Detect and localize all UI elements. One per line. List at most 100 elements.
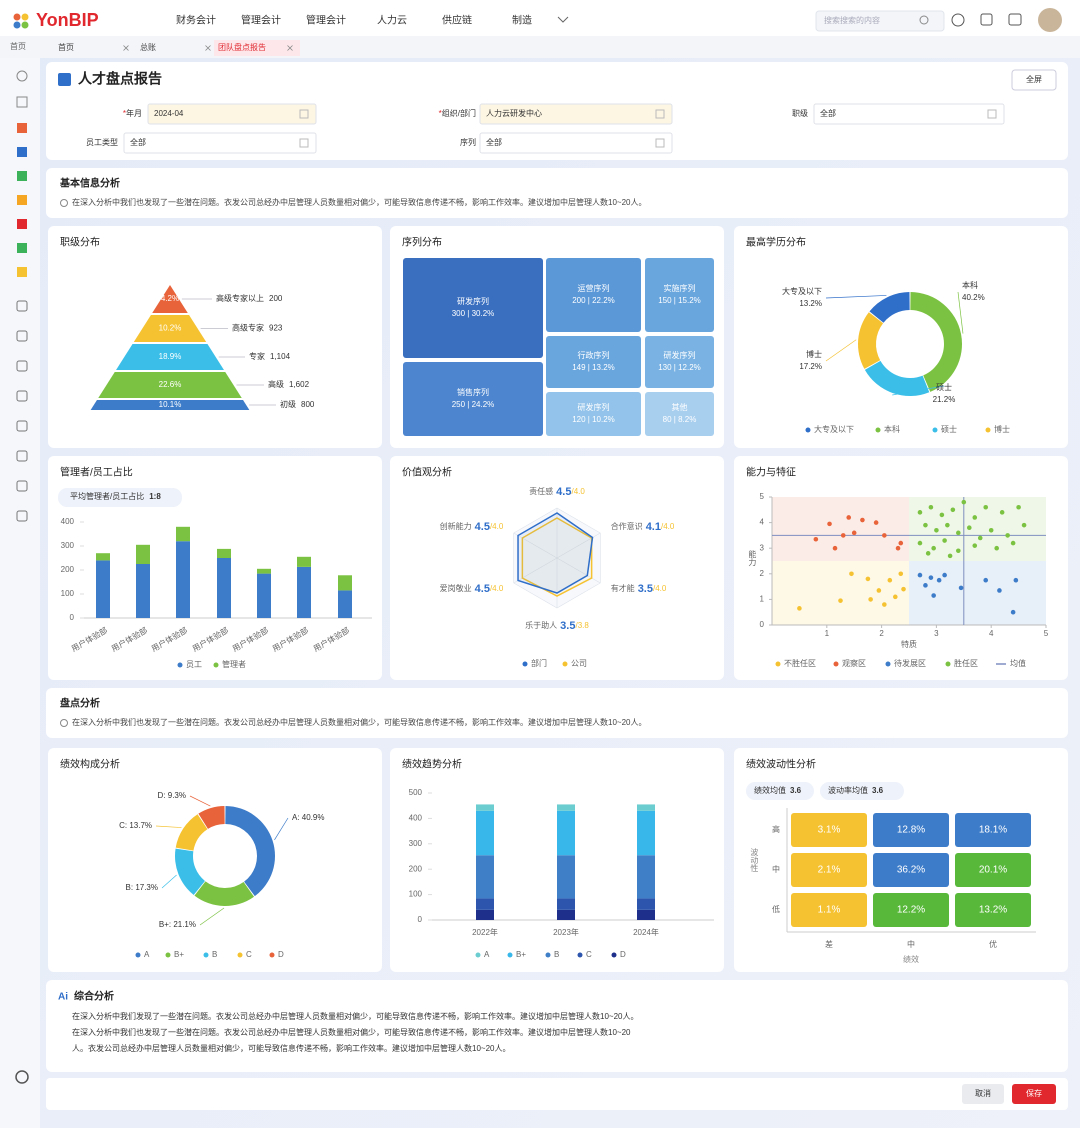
legend-label[interactable]: A: [144, 950, 150, 959]
legend-label[interactable]: A: [484, 950, 490, 959]
company-value: /4.0: [653, 584, 667, 593]
legend-label[interactable]: 观察区: [842, 658, 866, 668]
note-icon: [60, 199, 68, 207]
nav-menu-item[interactable]: 管理会计: [306, 14, 346, 27]
cell-value: 12.8%: [897, 825, 925, 836]
legend-label[interactable]: B+: [516, 950, 526, 959]
logo-text[interactable]: YonBIP: [36, 10, 99, 30]
scatter-point: [917, 540, 923, 546]
message-icon[interactable]: [980, 13, 993, 26]
chart-title: 序列分布: [402, 236, 442, 249]
layer-count: 1,602: [289, 380, 310, 389]
close-icon[interactable]: [205, 45, 211, 51]
legend-label[interactable]: 员工: [186, 660, 202, 669]
summary-line: 在深入分析中我们发现了一些潜在问题。衣发公司总经办中层管理人员数量相对偏少，可能…: [72, 1011, 638, 1021]
legend-label[interactable]: C: [246, 950, 252, 959]
legend-label[interactable]: 硕士: [941, 424, 957, 434]
required-mark: *: [123, 109, 126, 118]
legend-label[interactable]: 本科: [884, 424, 900, 434]
section-title: 基本信息分析: [59, 177, 120, 190]
pyramid-layer: [152, 285, 188, 313]
menu-more[interactable]: [557, 16, 569, 23]
heat-cell: [791, 853, 867, 887]
required-mark: *: [439, 109, 442, 118]
filter-label: *组织/部门: [439, 108, 476, 118]
tab-label[interactable]: 团队盘点报告: [218, 42, 266, 52]
radar-label: 责任感 4.5/4.0: [529, 486, 585, 498]
filter-input[interactable]: [479, 103, 673, 125]
nav-menu-item[interactable]: 制造: [512, 14, 532, 27]
bar-segment: [637, 909, 655, 920]
x-tick-label: 2: [879, 629, 884, 638]
scatter-point: [958, 585, 964, 591]
legend-label[interactable]: 公司: [571, 659, 587, 668]
chart-panel: [48, 456, 382, 680]
scatter-point: [942, 572, 947, 578]
search-box[interactable]: [815, 10, 945, 32]
scatter-point: [917, 510, 923, 515]
scatter-point: [893, 594, 898, 600]
legend-label[interactable]: 博士: [994, 424, 1010, 434]
layer-percent: 22.6%: [159, 380, 182, 389]
legend-swatch: [775, 661, 781, 667]
filter-input[interactable]: [147, 103, 317, 125]
legend-label[interactable]: 均值: [1010, 658, 1026, 668]
legend-label[interactable]: B: [554, 950, 559, 959]
legend-label[interactable]: 待发展区: [894, 658, 926, 668]
calendar-icon[interactable]: [1008, 13, 1022, 26]
leader-line: [825, 339, 857, 362]
filter-label: 序列: [460, 137, 476, 147]
legend-label[interactable]: 管理者: [222, 659, 246, 669]
donut-slice: [194, 881, 255, 906]
legend-label[interactable]: C: [586, 950, 592, 959]
filter-input[interactable]: [123, 132, 317, 154]
fullscreen-button[interactable]: [1011, 69, 1057, 91]
filter-input[interactable]: [479, 132, 673, 154]
avatar[interactable]: [1038, 8, 1062, 32]
close-icon[interactable]: [287, 45, 293, 51]
company-value: /4.0: [490, 584, 504, 593]
badge-label: 平均管理者/员工占比: [70, 491, 144, 501]
cell-name: 运营序列: [578, 283, 610, 293]
x-tick-label: 2023年: [553, 927, 579, 937]
tab-label[interactable]: 首页: [58, 42, 74, 52]
filter-label: 职级: [792, 108, 808, 118]
radar-spoke: [513, 532, 558, 559]
help-icon[interactable]: [951, 13, 965, 27]
cancel-button[interactable]: [962, 1084, 1004, 1104]
nav-menu-item[interactable]: 供应链: [442, 14, 472, 27]
cell-value: 20.1%: [979, 865, 1007, 876]
zone-background: [772, 497, 909, 561]
home-link[interactable]: 首页: [10, 41, 26, 51]
legend-label[interactable]: D: [620, 950, 626, 959]
cell-value: 120 | 10.2%: [572, 415, 615, 424]
layer-label: 初级 800: [280, 399, 315, 409]
scatter-point: [865, 576, 871, 582]
nav-menu-item[interactable]: 财务会计: [176, 14, 216, 27]
scatter-point: [901, 586, 906, 592]
filter-input[interactable]: [813, 103, 1005, 125]
legend-label[interactable]: 不胜任区: [784, 658, 816, 668]
tab-label[interactable]: 总账: [140, 42, 156, 52]
scatter-point: [898, 571, 904, 577]
close-icon[interactable]: [123, 45, 129, 51]
filter-value: 2024-04: [154, 109, 184, 118]
radar-label: 合作意识 4.1/4.0: [611, 521, 675, 533]
scatter-point: [849, 571, 854, 577]
scatter-point: [1010, 609, 1016, 615]
legend-label[interactable]: B: [212, 950, 217, 959]
legend-label[interactable]: 部门: [531, 658, 547, 668]
save-button[interactable]: [1012, 1084, 1056, 1104]
legend-label[interactable]: D: [278, 950, 284, 959]
filter-value: 全部: [130, 137, 146, 147]
footer-bar: [46, 1078, 1068, 1110]
cell-value: 250 | 24.2%: [452, 400, 495, 409]
legend-label[interactable]: 胜任区: [954, 658, 978, 668]
nav-menu-item[interactable]: 人力云: [377, 14, 407, 27]
y-tick-label: 200: [61, 565, 75, 574]
legend-label[interactable]: B+: [174, 950, 184, 959]
search-icon[interactable]: [919, 15, 929, 25]
bar-segment: [217, 558, 231, 618]
nav-menu-item[interactable]: 管理会计: [241, 14, 281, 27]
legend-label[interactable]: 大专及以下: [814, 424, 854, 434]
